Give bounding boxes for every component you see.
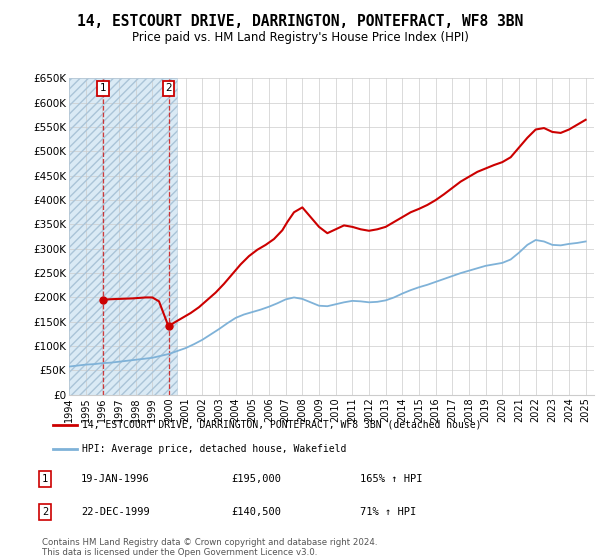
Text: Contains HM Land Registry data © Crown copyright and database right 2024.
This d: Contains HM Land Registry data © Crown c… — [42, 538, 377, 557]
Bar — [69, 78, 178, 395]
Text: 165% ↑ HPI: 165% ↑ HPI — [360, 474, 422, 484]
Text: Price paid vs. HM Land Registry's House Price Index (HPI): Price paid vs. HM Land Registry's House … — [131, 31, 469, 44]
Text: 2: 2 — [42, 507, 48, 517]
Text: £140,500: £140,500 — [231, 507, 281, 517]
Text: 22-DEC-1999: 22-DEC-1999 — [81, 507, 150, 517]
Text: HPI: Average price, detached house, Wakefield: HPI: Average price, detached house, Wake… — [83, 444, 347, 454]
Text: 1: 1 — [42, 474, 48, 484]
Text: 19-JAN-1996: 19-JAN-1996 — [81, 474, 150, 484]
Text: 71% ↑ HPI: 71% ↑ HPI — [360, 507, 416, 517]
Text: 14, ESTCOURT DRIVE, DARRINGTON, PONTEFRACT, WF8 3BN: 14, ESTCOURT DRIVE, DARRINGTON, PONTEFRA… — [77, 14, 523, 29]
Bar — [69, 78, 178, 395]
Text: 2: 2 — [165, 83, 172, 93]
Text: 14, ESTCOURT DRIVE, DARRINGTON, PONTEFRACT, WF8 3BN (detached house): 14, ESTCOURT DRIVE, DARRINGTON, PONTEFRA… — [83, 420, 482, 430]
Text: 1: 1 — [100, 83, 106, 93]
Text: £195,000: £195,000 — [231, 474, 281, 484]
